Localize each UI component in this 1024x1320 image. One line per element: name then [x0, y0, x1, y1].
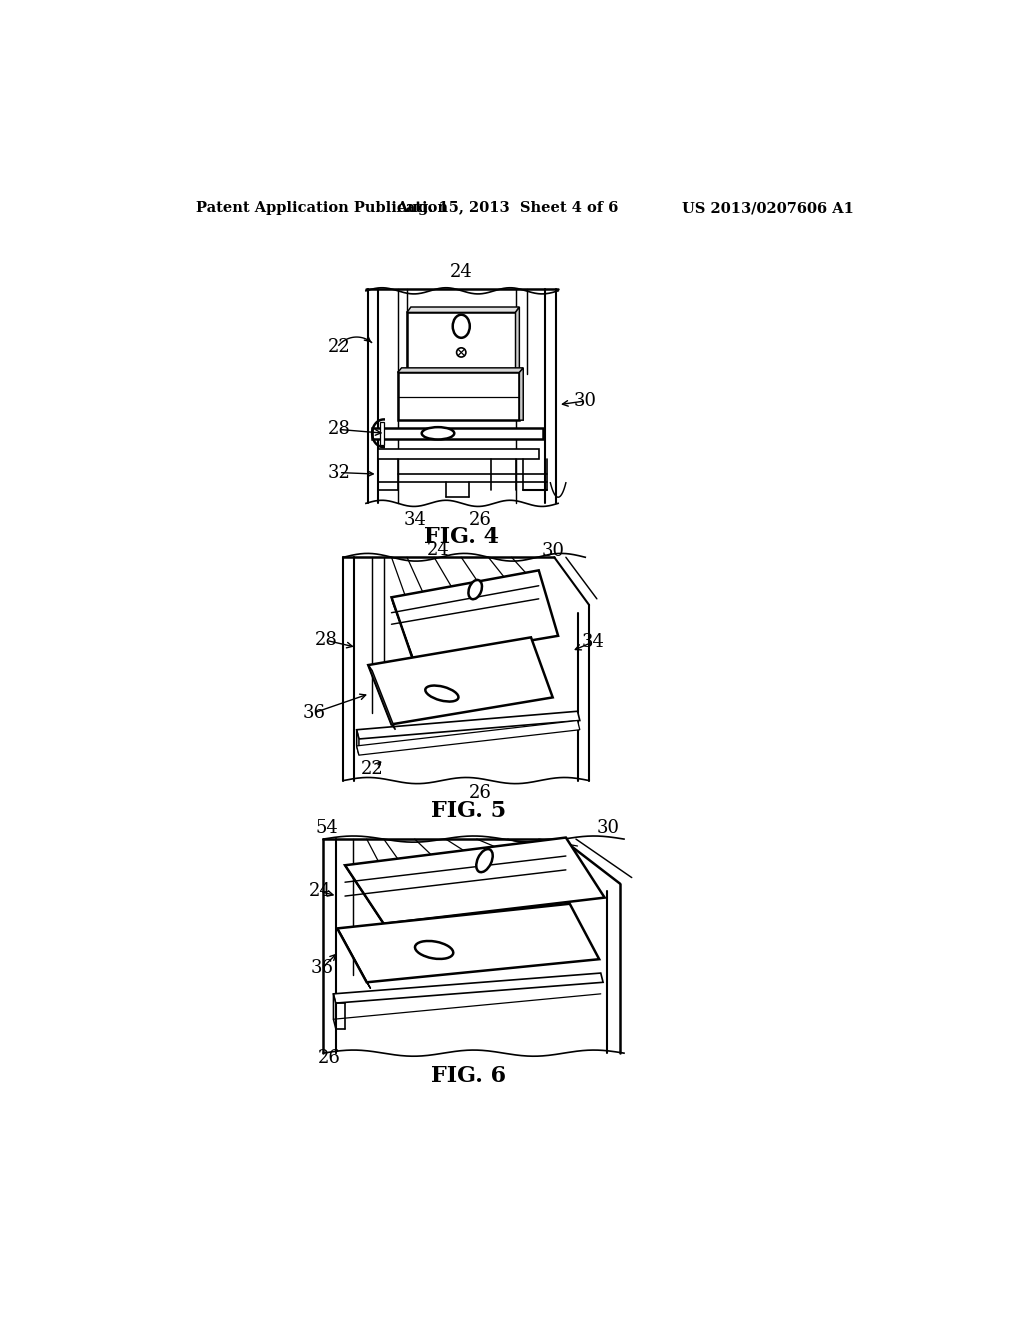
Text: Aug. 15, 2013  Sheet 4 of 6: Aug. 15, 2013 Sheet 4 of 6 [396, 202, 618, 215]
Text: 22: 22 [328, 338, 350, 356]
Polygon shape [372, 428, 543, 440]
Text: 54: 54 [315, 820, 338, 837]
Ellipse shape [422, 428, 455, 440]
Text: 30: 30 [597, 820, 620, 837]
Polygon shape [407, 308, 519, 313]
Ellipse shape [415, 941, 454, 958]
Text: 28: 28 [328, 421, 350, 438]
Text: 26: 26 [469, 511, 493, 529]
Text: 24: 24 [309, 883, 332, 900]
Polygon shape [515, 308, 519, 370]
Polygon shape [334, 994, 336, 1028]
Text: FIG. 5: FIG. 5 [431, 800, 507, 822]
Text: FIG. 4: FIG. 4 [424, 527, 499, 548]
Polygon shape [369, 638, 553, 725]
Text: 36: 36 [302, 704, 326, 722]
Polygon shape [345, 838, 604, 924]
Text: Patent Application Publication: Patent Application Publication [197, 202, 449, 215]
Polygon shape [337, 928, 371, 989]
Polygon shape [345, 866, 388, 929]
Text: 30: 30 [573, 392, 597, 411]
Polygon shape [397, 372, 519, 420]
Text: 34: 34 [403, 511, 426, 529]
Text: 26: 26 [469, 784, 493, 801]
Polygon shape [356, 721, 580, 755]
Polygon shape [378, 449, 539, 459]
Ellipse shape [468, 579, 482, 599]
Polygon shape [519, 368, 523, 420]
Polygon shape [391, 570, 558, 660]
Polygon shape [391, 598, 417, 667]
Polygon shape [356, 730, 359, 755]
Text: 34: 34 [582, 634, 604, 651]
Polygon shape [380, 422, 384, 445]
Text: 24: 24 [427, 541, 450, 558]
Text: FIG. 6: FIG. 6 [431, 1065, 507, 1088]
Text: 30: 30 [542, 543, 564, 560]
Ellipse shape [425, 685, 459, 701]
Polygon shape [337, 904, 599, 982]
Text: 36: 36 [310, 960, 333, 977]
Text: 32: 32 [328, 463, 350, 482]
Text: 26: 26 [318, 1049, 341, 1067]
Ellipse shape [476, 849, 493, 873]
Ellipse shape [453, 314, 470, 338]
Text: 22: 22 [360, 760, 384, 777]
Polygon shape [397, 368, 523, 372]
Ellipse shape [457, 348, 466, 358]
Polygon shape [334, 973, 603, 1003]
Polygon shape [356, 711, 580, 739]
Polygon shape [369, 665, 395, 730]
Text: US 2013/0207606 A1: US 2013/0207606 A1 [682, 202, 853, 215]
Text: 24: 24 [450, 264, 473, 281]
Text: 28: 28 [315, 631, 338, 649]
Polygon shape [407, 313, 515, 370]
